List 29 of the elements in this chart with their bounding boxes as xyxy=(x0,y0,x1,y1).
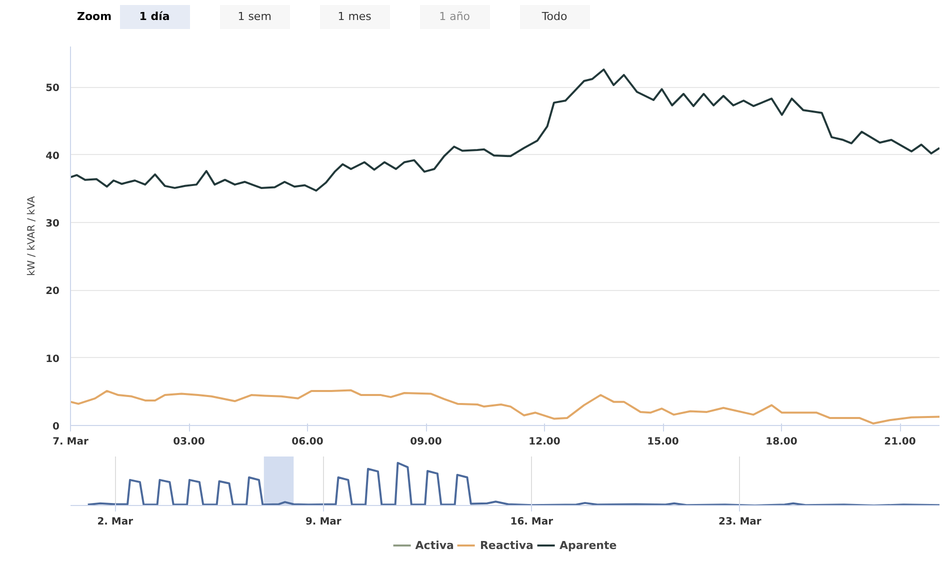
text: 1 día xyxy=(120,5,190,29)
legend-label: Activa xyxy=(415,538,454,552)
y-tick-label: 10 xyxy=(46,354,60,365)
y-tick-label: 40 xyxy=(46,150,60,162)
y-axis-title: kW / kVAR / kVA xyxy=(26,196,38,276)
x-tick-label: 03.00 xyxy=(173,436,205,448)
x-tick-label: 23. Mar xyxy=(718,516,762,528)
x-tick-label: 7. Mar xyxy=(52,436,89,448)
x-tick-label: 12.00 xyxy=(528,436,560,448)
legend-label: Reactiva xyxy=(480,538,534,552)
legend-label: Aparente xyxy=(559,538,617,552)
text: 1 mes xyxy=(320,5,390,29)
x-tick-label: 18.00 xyxy=(766,436,798,448)
x-tick-label: 2. Mar xyxy=(97,516,134,528)
y-tick-label: 30 xyxy=(46,218,60,230)
text: Todo xyxy=(520,5,590,29)
x-tick-label: 06.00 xyxy=(292,436,324,448)
y-tick-label: 20 xyxy=(46,286,60,298)
x-tick-label: 09.00 xyxy=(410,436,442,448)
y-tick-label: 50 xyxy=(46,83,60,94)
text: 1 sem xyxy=(220,5,290,29)
x-tick-label: 15.00 xyxy=(647,436,679,448)
line-series xyxy=(70,68,940,192)
x-tick-label: 9. Mar xyxy=(305,516,342,528)
y-tick-label: 0 xyxy=(52,422,60,432)
x-tick-label: 21.00 xyxy=(884,436,916,448)
text: Zoom xyxy=(77,10,112,23)
x-tick-label: 16. Mar xyxy=(510,516,554,528)
text: 1 año xyxy=(420,5,490,29)
